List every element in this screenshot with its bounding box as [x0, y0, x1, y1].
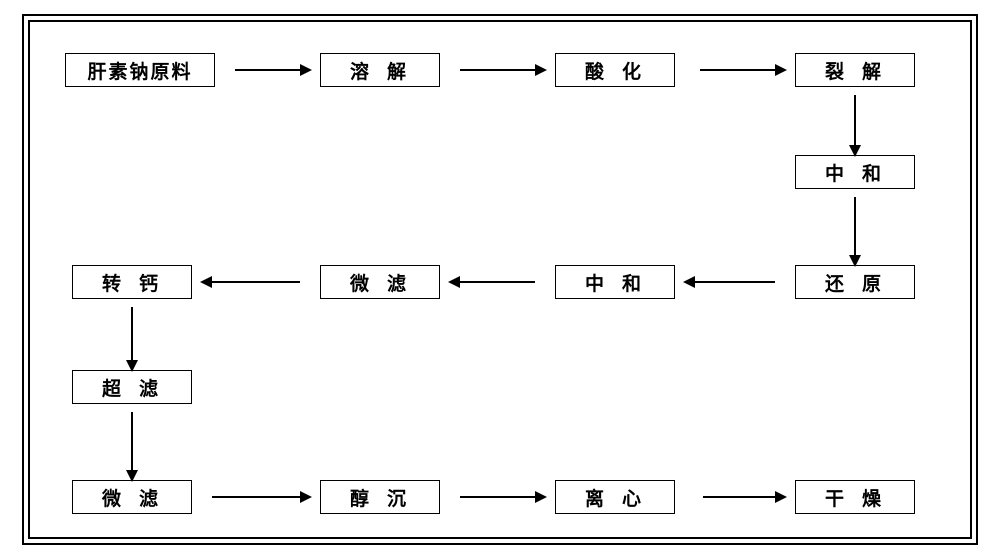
- node-n13: 离心: [555, 480, 675, 514]
- edge-n11-n12: [212, 496, 300, 498]
- edge-n12-n13: [460, 496, 535, 498]
- node-label: 超滤: [102, 374, 176, 401]
- edge-n10-n11: [131, 412, 133, 470]
- edge-n7-n8: [460, 281, 535, 283]
- node-label: 微滤: [350, 269, 424, 296]
- arrowhead-n10-n11: [126, 470, 138, 482]
- node-label: 还原: [825, 269, 899, 296]
- arrowhead-n1-n2: [300, 64, 312, 76]
- node-label: 转钙: [102, 269, 176, 296]
- node-label: 裂解: [825, 57, 899, 84]
- node-n14: 干燥: [795, 480, 915, 514]
- node-n5: 中和: [795, 155, 915, 189]
- node-n10: 超滤: [72, 370, 192, 404]
- edge-n6-n7: [695, 281, 775, 283]
- node-n1: 肝素钠原料: [65, 53, 215, 87]
- node-n12: 醇沉: [320, 480, 440, 514]
- arrowhead-n6-n7: [683, 276, 695, 288]
- node-label: 酸化: [585, 57, 659, 84]
- edge-n5-n6: [854, 197, 856, 255]
- arrowhead-n11-n12: [300, 491, 312, 503]
- node-n3: 酸化: [555, 53, 675, 87]
- edge-n9-n10: [131, 307, 133, 360]
- node-label: 离心: [585, 484, 659, 511]
- edge-n1-n2: [235, 69, 300, 71]
- node-label: 中和: [825, 159, 899, 186]
- node-n7: 中和: [555, 265, 675, 299]
- node-label: 微滤: [102, 484, 176, 511]
- edge-n4-n5: [854, 95, 856, 145]
- node-n2: 溶解: [320, 53, 440, 87]
- node-label: 干燥: [825, 484, 899, 511]
- node-n8: 微滤: [320, 265, 440, 299]
- node-n4: 裂解: [795, 53, 915, 87]
- arrowhead-n4-n5: [849, 145, 861, 157]
- node-n9: 转钙: [72, 265, 192, 299]
- arrowhead-n12-n13: [535, 491, 547, 503]
- arrowhead-n7-n8: [448, 276, 460, 288]
- node-label: 溶解: [350, 57, 424, 84]
- node-n6: 还原: [795, 265, 915, 299]
- arrowhead-n2-n3: [535, 64, 547, 76]
- edge-n13-n14: [703, 496, 775, 498]
- edge-n2-n3: [460, 69, 535, 71]
- node-n11: 微滤: [72, 480, 192, 514]
- arrowhead-n13-n14: [775, 491, 787, 503]
- edge-n3-n4: [700, 69, 775, 71]
- node-label: 醇沉: [350, 484, 424, 511]
- arrowhead-n3-n4: [775, 64, 787, 76]
- edge-n8-n9: [212, 281, 300, 283]
- arrowhead-n5-n6: [849, 255, 861, 267]
- node-label: 肝素钠原料: [87, 57, 192, 84]
- arrowhead-n9-n10: [126, 360, 138, 372]
- arrowhead-n8-n9: [200, 276, 212, 288]
- node-label: 中和: [585, 269, 659, 296]
